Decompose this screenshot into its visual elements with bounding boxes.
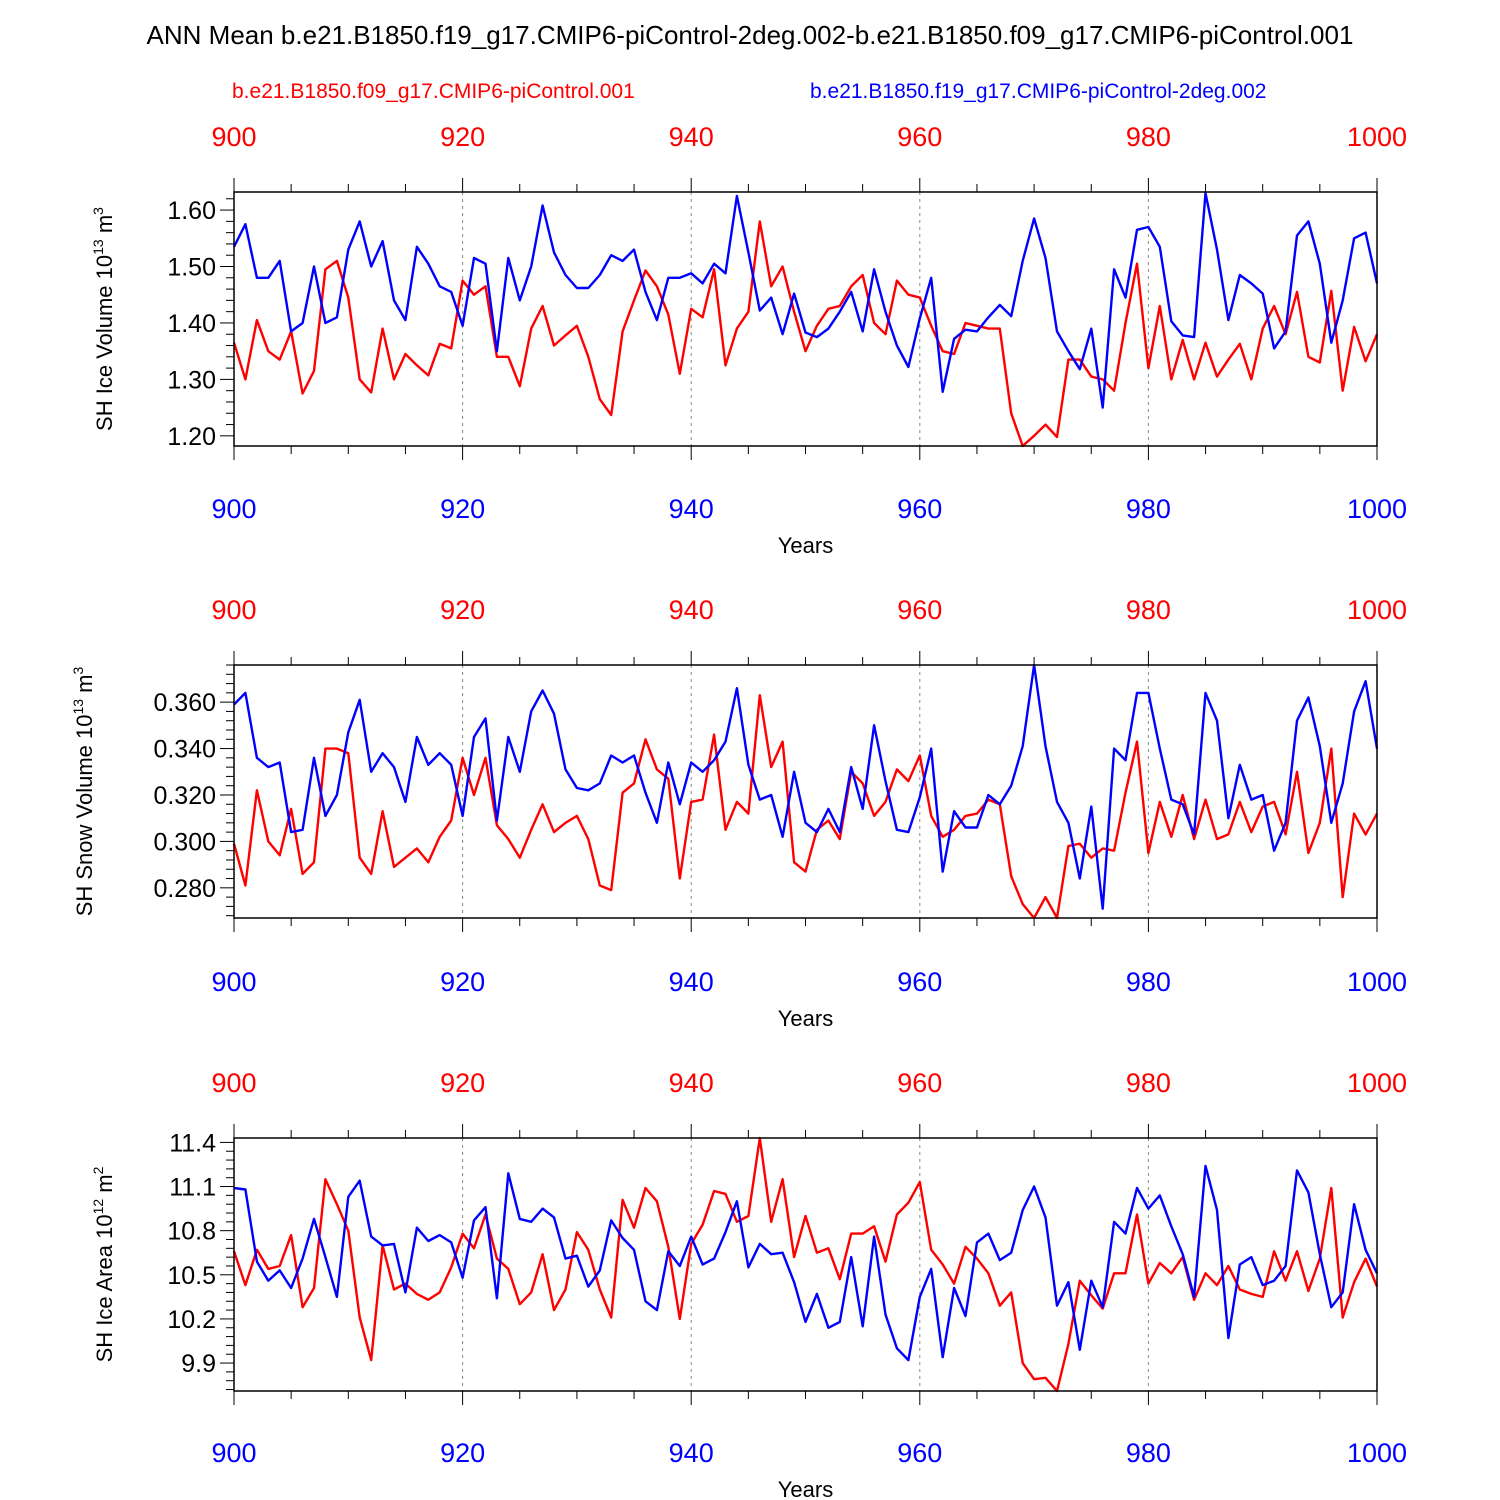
x-tick-label-top: 920 [440,1068,485,1098]
chart-panel-3: 9.9 10.2 10.5 10.8 11.1 11.4 900 900 920 920 940 94… [90,1068,1407,1500]
x-tick-label-top: 1000 [1347,595,1407,625]
y-tick-label: 0.300 [153,828,216,856]
x-tick-label-top: 900 [211,1068,256,1098]
plot-frame [233,1137,1378,1392]
x-tick-label-top: 960 [897,595,942,625]
series-line-blue [232,191,1379,409]
x-tick-label-bottom: 960 [897,494,942,524]
x-tick-label-bottom: 920 [440,967,485,997]
x-tick-label-bottom: 960 [897,967,942,997]
page-title: ANN Mean b.e21.B1850.f19_g17.CMIP6-piCon… [146,20,1354,50]
x-tick-label-top: 1000 [1347,122,1407,152]
chart-panel-2: 0.280 0.300 0.320 0.340 0.360 900 900 920 920 940… [70,595,1407,1031]
x-tick-label-top: 1000 [1347,1068,1407,1098]
y-axis-title: SH Ice Volume 1013 m3 [90,207,117,431]
x-tick-label-top: 920 [440,595,485,625]
series-line-red [232,220,1379,448]
x-axis-title: Years [778,1006,833,1031]
x-axis-title: Years [778,1477,833,1500]
x-tick-label-bottom: 940 [669,1438,714,1468]
y-tick-label: 1.60 [167,197,216,225]
series-line-red [232,694,1379,920]
series-line-blue [233,663,1379,910]
y-tick-label: 0.280 [153,875,216,903]
y-tick-label: 1.20 [167,423,216,451]
x-tick-label-top: 940 [669,122,714,152]
x-tick-label-bottom: 920 [440,1438,485,1468]
plot-frame [233,191,1378,447]
y-tick-label: 1.50 [167,254,216,282]
y-tick-label: 11.4 [169,1129,216,1157]
x-tick-label-bottom: 1000 [1347,967,1407,997]
x-tick-label-bottom: 1000 [1347,1438,1407,1468]
x-tick-label-bottom: 900 [211,967,256,997]
y-axis-title: SH Ice Area 1012 m2 [90,1166,117,1362]
legend-red-label: b.e21.B1850.f09_g17.CMIP6-piControl.001 [232,80,635,103]
y-tick-label: 10.2 [167,1306,216,1334]
series-line-blue [233,1164,1379,1362]
y-tick-label: 10.5 [167,1262,216,1290]
x-tick-label-top: 960 [897,1068,942,1098]
x-tick-label-top: 920 [440,122,485,152]
y-tick-label: 10.8 [167,1218,216,1246]
y-tick-label: 1.30 [167,366,216,394]
x-tick-label-bottom: 980 [1126,967,1171,997]
y-tick-label: 0.360 [153,689,216,717]
x-tick-label-top: 940 [669,595,714,625]
x-tick-label-top: 900 [211,595,256,625]
plot-frame [233,664,1378,919]
y-tick-label: 0.340 [153,736,216,764]
x-tick-label-bottom: 940 [669,494,714,524]
x-tick-label-bottom: 960 [897,1438,942,1468]
y-tick-label: 9.9 [181,1350,216,1378]
x-tick-label-top: 980 [1126,122,1171,152]
y-tick-label: 1.40 [167,310,216,338]
x-tick-label-bottom: 980 [1126,494,1171,524]
x-tick-label-top: 940 [669,1068,714,1098]
x-tick-label-top: 980 [1126,1068,1171,1098]
chart-panel-1: 1.20 1.30 1.40 1.50 1.60 900 900 920 920 940 940 96… [90,122,1407,558]
y-tick-label: 0.320 [153,782,216,810]
x-tick-label-bottom: 900 [211,494,256,524]
x-tick-label-top: 980 [1126,595,1171,625]
x-tick-label-top: 900 [211,122,256,152]
x-tick-label-bottom: 980 [1126,1438,1171,1468]
x-tick-label-top: 960 [897,122,942,152]
y-tick-label: 11.1 [169,1174,216,1202]
x-tick-label-bottom: 940 [669,967,714,997]
x-tick-label-bottom: 1000 [1347,494,1407,524]
legend-blue-label: b.e21.B1850.f19_g17.CMIP6-piControl-2deg… [810,80,1267,103]
x-tick-label-bottom: 920 [440,494,485,524]
x-tick-label-bottom: 900 [211,1438,256,1468]
y-axis-title: SH Snow Volume 1013 m3 [70,666,97,916]
x-axis-title: Years [778,533,833,558]
